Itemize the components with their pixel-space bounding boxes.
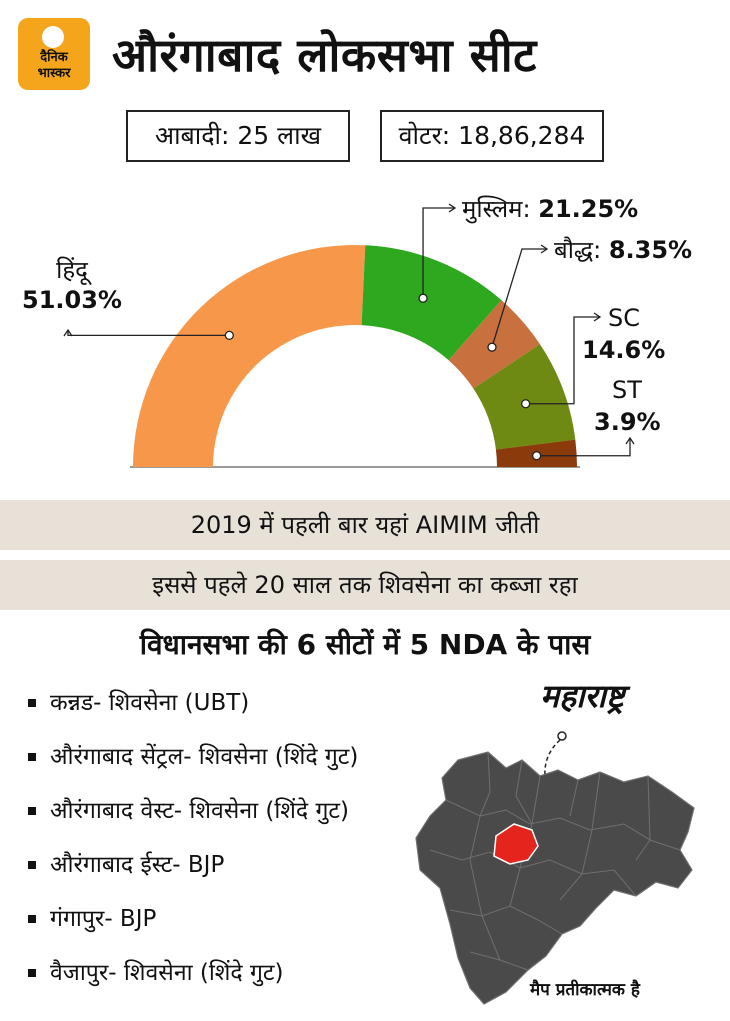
leader-line-muslim — [422, 207, 455, 299]
population-box: आबादी: 25 लाख — [126, 110, 350, 162]
fact-band-aimim: 2019 में पहली बार यहां AIMIM जीती — [0, 500, 730, 550]
page-title: औरंगाबाद लोकसभा सीट — [112, 28, 537, 82]
bullet-icon — [28, 915, 36, 923]
value-sc: 14.6% — [582, 336, 665, 364]
sun-icon — [42, 26, 64, 48]
list-item: वैजापुर- शिवसेना (शिंदे गुट) — [28, 946, 358, 1000]
arrow-icon — [593, 312, 602, 322]
map-title: महाराष्ट्र — [540, 677, 625, 715]
maharashtra-outline — [415, 751, 695, 1005]
label-sc: SC — [608, 304, 640, 332]
arrow-icon — [540, 244, 549, 254]
arrow-icon — [625, 436, 635, 445]
list-item: कन्नड- शिवसेना (UBT) — [28, 676, 358, 730]
leader-dot-sc — [521, 399, 531, 409]
bullet-icon — [28, 969, 36, 977]
list-item: गंगापुर- BJP — [28, 892, 358, 946]
assembly-seat-list: कन्नड- शिवसेना (UBT) औरंगाबाद सेंट्रल- श… — [28, 676, 358, 1000]
map-pointer-dot — [557, 731, 567, 741]
map-disclaimer: मैप प्रतीकात्मक है — [530, 980, 640, 1000]
label-hindu: हिंदू — [56, 256, 92, 286]
bullet-icon — [28, 807, 36, 815]
district-borders — [429, 751, 681, 971]
value-hindu: 51.03% — [22, 286, 122, 314]
bullet-icon — [28, 753, 36, 761]
leader-dot-hindu — [224, 330, 234, 341]
leader-dot-st — [532, 451, 542, 461]
fact-band-shivsena: इससे पहले 20 साल तक शिवसेना का कब्जा रहा — [0, 560, 730, 610]
label-st: ST — [612, 376, 642, 404]
religion-half-donut-chart: हिंदू51.03% मुस्लिम: 21.25% बौद्ध: 8.35% SC… — [22, 195, 692, 468]
arrow-icon — [63, 328, 73, 337]
aurangabad-district-highlight — [493, 823, 539, 865]
list-item: औरंगाबाद ईस्ट- BJP — [28, 838, 358, 892]
leader-dot-muslim — [418, 293, 428, 303]
arrow-icon — [448, 203, 457, 213]
bullet-icon — [28, 861, 36, 869]
label-muslim: मुस्लिम: 21.25% — [462, 195, 638, 224]
value-st: 3.9% — [594, 408, 661, 436]
logo-wordmark: दैनिक भास्कर — [37, 50, 71, 81]
label-buddhist: बौद्ध: 8.35% — [554, 236, 692, 264]
list-item: औरंगाबाद सेंट्रल- शिवसेना (शिंदे गुट) — [28, 730, 358, 784]
leader-line-st — [536, 438, 631, 457]
slice-sc — [473, 344, 576, 450]
maharashtra-map — [415, 731, 695, 1005]
voters-box: वोटर: 18,86,284 — [380, 110, 604, 162]
leader-dot-buddhist — [487, 342, 497, 352]
leader-line-sc — [525, 316, 600, 405]
bullet-icon — [28, 699, 36, 707]
slice-muslim — [361, 245, 502, 361]
leader-line-buddhist — [491, 248, 547, 348]
leader-line-hindu — [67, 330, 230, 337]
slice-hindu — [133, 245, 366, 467]
assembly-heading: विधानसभा की 6 सीटों में 5 NDA के पास — [139, 628, 591, 661]
dainik-bhaskar-logo: दैनिक भास्कर — [18, 18, 90, 90]
list-item: औरंगाबाद वेस्ट- शिवसेना (शिंदे गुट) — [28, 784, 358, 838]
